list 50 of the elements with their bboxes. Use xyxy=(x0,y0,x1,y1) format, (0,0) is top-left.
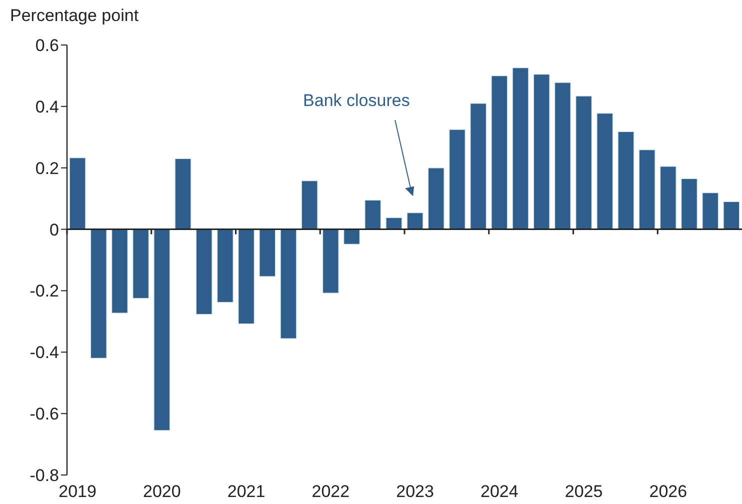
x-tick-label: 2020 xyxy=(143,482,181,501)
bar xyxy=(702,192,719,230)
bar xyxy=(723,201,740,230)
bar xyxy=(618,131,634,230)
bar xyxy=(343,228,360,245)
bar xyxy=(386,217,402,230)
bar xyxy=(301,180,318,230)
bar xyxy=(280,228,297,340)
bar xyxy=(69,157,86,230)
bar xyxy=(111,228,128,314)
bar xyxy=(470,102,487,230)
bar xyxy=(90,228,108,359)
bar xyxy=(428,167,445,230)
bar xyxy=(533,74,550,230)
bar xyxy=(680,178,698,230)
y-tick-label: -0.4 xyxy=(30,343,59,362)
bar xyxy=(154,228,170,431)
bar xyxy=(491,75,508,230)
bar xyxy=(554,82,572,230)
x-tick-label: 2024 xyxy=(480,482,518,501)
bar xyxy=(406,212,424,230)
y-tick-label: -0.6 xyxy=(30,404,59,424)
y-tick-label: 0.2 xyxy=(35,158,59,178)
annotation: Bank closures xyxy=(303,91,410,111)
bar xyxy=(238,228,255,324)
bar xyxy=(575,96,592,230)
bar xyxy=(512,67,529,230)
bar xyxy=(660,166,677,230)
bar xyxy=(322,228,340,294)
x-tick-label: 2025 xyxy=(564,482,603,501)
bar xyxy=(596,112,614,230)
y-tick-label: 0 xyxy=(50,220,59,240)
bar xyxy=(216,228,234,303)
bar xyxy=(364,200,382,230)
y-tick-label: 0.4 xyxy=(35,97,59,116)
bar xyxy=(258,228,276,277)
x-tick-label: 2019 xyxy=(58,482,96,501)
y-axis-title: Percentage point xyxy=(10,6,139,26)
bar xyxy=(448,129,466,230)
y-tick-label: -0.2 xyxy=(30,282,59,301)
x-tick-label: 2022 xyxy=(312,482,350,501)
bar xyxy=(196,228,212,315)
bar xyxy=(174,158,192,230)
bar xyxy=(132,228,150,299)
bar xyxy=(638,149,656,230)
y-tick-label: 0.6 xyxy=(35,36,59,56)
x-tick-label: 2021 xyxy=(227,482,266,501)
x-tick-label: 2023 xyxy=(396,482,434,501)
x-tick-label: 2026 xyxy=(649,482,688,501)
y-tick-label: -0.8 xyxy=(30,466,59,486)
